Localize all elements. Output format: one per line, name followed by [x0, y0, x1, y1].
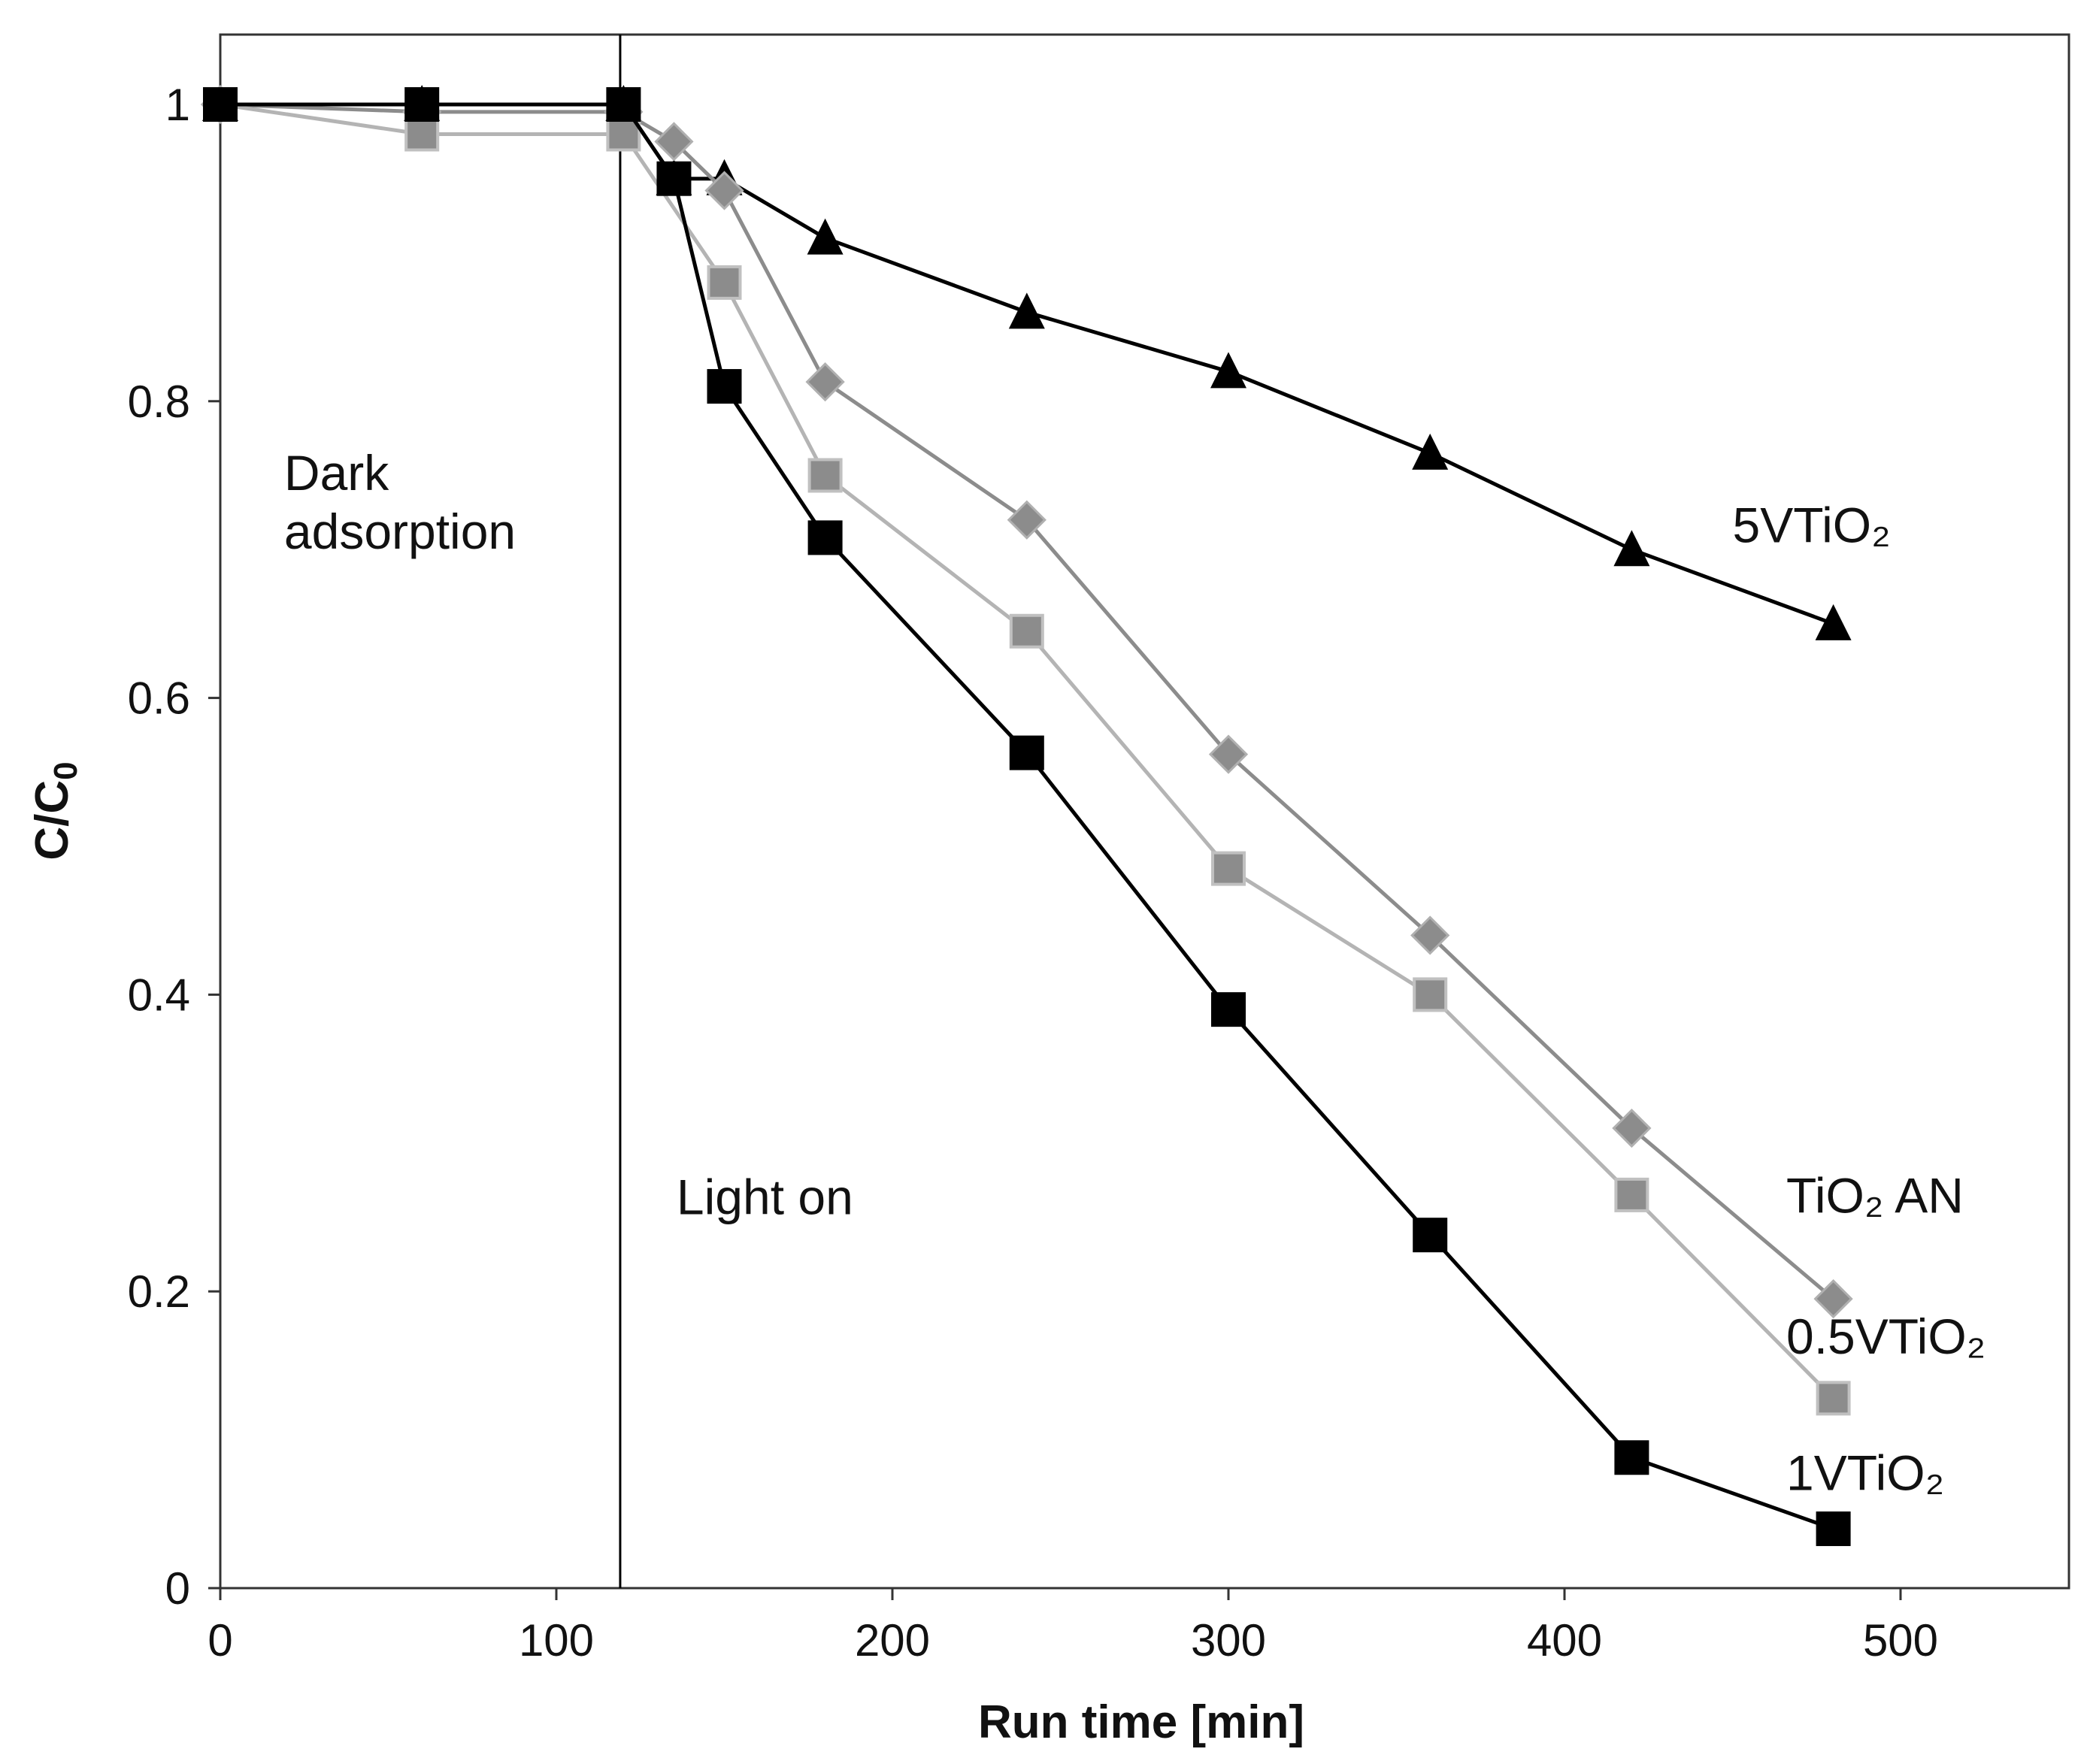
data-point-tio2-an	[1612, 1108, 1652, 1148]
series-label-1vtio2: 1VTiO₂	[1786, 1445, 1944, 1501]
series-line-0-5vtio2	[220, 102, 1835, 1400]
x-axis-title: Run time [min]	[978, 1696, 1304, 1748]
data-point-tio2-an	[1007, 500, 1047, 540]
series-label-0-5vtio2: 0.5VTiO₂	[1786, 1309, 1986, 1364]
data-point-1vtio2	[1413, 1218, 1448, 1253]
data-point-1vtio2	[1614, 1440, 1649, 1475]
axis-ticks	[208, 103, 1902, 1600]
x-tick-label: 200	[855, 1615, 930, 1666]
data-point-tio2-an	[1208, 734, 1249, 774]
data-point-1vtio2	[404, 87, 440, 122]
series-label-5vtio2: 5VTiO₂	[1733, 497, 1891, 552]
y-axis-title: C/C0	[26, 761, 84, 860]
data-point-1vtio2	[656, 161, 692, 196]
y-tick-label: 1	[165, 80, 190, 130]
data-point-5vtio2	[1210, 352, 1246, 389]
data-point-0-5vtio2	[1816, 1381, 1851, 1416]
data-point-1vtio2	[1816, 1511, 1851, 1547]
data-point-tio2-an	[1410, 915, 1450, 955]
dark-adsorption-line: adsorption	[284, 504, 516, 559]
x-tick-label: 300	[1191, 1615, 1266, 1666]
y-tick-label: 0.8	[128, 377, 190, 427]
x-tick-label: 100	[519, 1615, 594, 1666]
data-point-5vtio2	[1008, 292, 1045, 329]
data-point-1vtio2	[707, 369, 742, 404]
y-tick-label: 0.2	[128, 1266, 190, 1317]
data-point-1vtio2	[1211, 992, 1246, 1027]
data-point-0-5vtio2	[1413, 977, 1448, 1012]
data-point-5vtio2	[807, 218, 844, 255]
data-point-0-5vtio2	[606, 116, 641, 152]
data-point-0-5vtio2	[1009, 613, 1044, 649]
x-tick-label: 500	[1863, 1615, 1938, 1666]
plot-area	[219, 33, 2070, 1590]
series-tio2-an	[200, 84, 1853, 1319]
data-point-tio2-an	[805, 362, 845, 402]
dark-adsorption-line: Dark	[284, 445, 389, 501]
data-point-1vtio2	[606, 87, 641, 122]
data-point-0-5vtio2	[1614, 1177, 1649, 1212]
light-on-label: Light on	[677, 1169, 853, 1225]
data-point-0-5vtio2	[1211, 851, 1246, 886]
x-tick-label: 0	[207, 1615, 232, 1666]
tick-labels: 0 100 200 300 400 500 0 0.2 0.4 0.6 0.8 1	[128, 80, 1938, 1666]
y-axis-title-main: C/C	[26, 780, 78, 861]
annotation-layer: Dark adsorption Light on 5VTiO₂ TiO₂ AN 0.5VT…	[284, 445, 1986, 1500]
series-label-tio2-an: TiO₂ AN	[1786, 1168, 1964, 1224]
dark-adsorption-label: Dark adsorption	[284, 445, 516, 559]
data-point-5vtio2	[1412, 433, 1449, 470]
series-1vtio2	[203, 87, 1851, 1547]
y-axis-title-subscript: 0	[47, 761, 84, 779]
y-tick-label: 0	[165, 1563, 190, 1614]
y-tick-label: 0.4	[128, 970, 190, 1020]
data-point-1vtio2	[807, 520, 843, 555]
data-point-tio2-an	[704, 171, 744, 210]
series-layer	[200, 84, 1853, 1547]
data-point-tio2-an	[1813, 1278, 1853, 1319]
data-point-1vtio2	[203, 87, 238, 122]
data-point-0-5vtio2	[707, 265, 742, 300]
data-point-tio2-an	[654, 122, 694, 162]
data-point-0-5vtio2	[404, 116, 440, 152]
x-tick-label: 400	[1527, 1615, 1602, 1666]
data-point-5vtio2	[1613, 530, 1650, 567]
data-point-0-5vtio2	[807, 458, 843, 493]
y-tick-label: 0.6	[128, 673, 190, 724]
data-point-1vtio2	[1009, 735, 1044, 770]
data-point-5vtio2	[1815, 604, 1852, 640]
